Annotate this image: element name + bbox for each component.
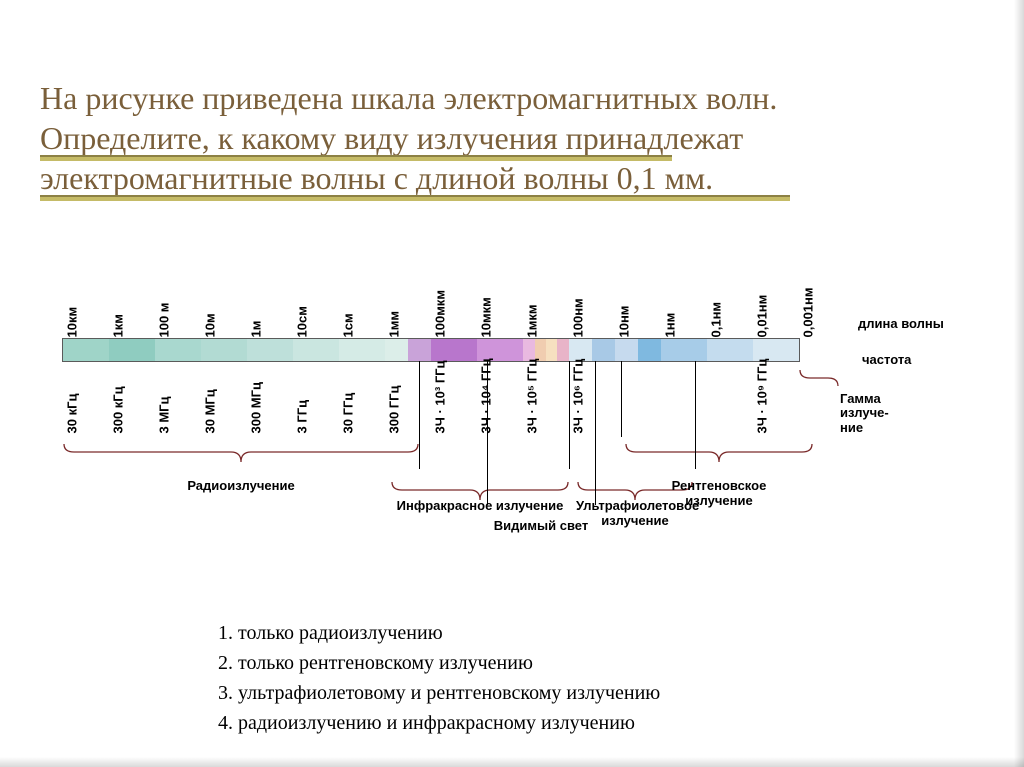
em-spectrum-diagram: 10км 1км 100 м 10м 1м 10см 1см 1мм 100мкм 10мкм 1м… xyxy=(50,256,974,546)
wavelength-tick: 1мм xyxy=(387,311,402,337)
answer-option: ультрафиолетовому и рентгеновскому излуч… xyxy=(238,678,660,708)
spectrum-segment xyxy=(557,339,569,361)
frequency-tick: 3 МГц xyxy=(157,396,172,433)
band-divider xyxy=(621,361,622,437)
spectrum-segment xyxy=(592,339,615,361)
band-divider xyxy=(695,361,696,469)
band-divider xyxy=(595,361,596,505)
spectrum-segment xyxy=(707,339,753,361)
frequency-tick: 3Ч · 10³ ГГц xyxy=(433,360,448,433)
band-label: Инфракрасное излучение xyxy=(390,498,570,513)
frequency-tick: 3Ч · 10⁵ ГГц xyxy=(525,359,540,434)
wavelength-tick: 1мкм xyxy=(525,305,540,338)
frequency-tick: 300 ГГц xyxy=(387,385,402,433)
spectrum-segment xyxy=(546,339,557,361)
spectrum-segment xyxy=(638,339,661,361)
spectrum-segment xyxy=(155,339,201,361)
answer-options: только радиоизлучениютолько рентгеновско… xyxy=(210,618,660,738)
wavelength-tick: 100нм xyxy=(571,298,586,337)
wavelength-tick: 1м xyxy=(249,321,264,338)
frequency-tick: 3 ГГц xyxy=(295,400,310,434)
title-line3: электромагнитные волны с длиной волны 0,… xyxy=(40,158,984,198)
spectrum-segment xyxy=(339,339,385,361)
gamma-brace xyxy=(798,368,842,396)
wavelength-tick: 0,001нм xyxy=(801,287,816,337)
spectrum-segment xyxy=(201,339,247,361)
spectrum-segment xyxy=(63,339,109,361)
wavelength-tick: 10нм xyxy=(617,306,632,338)
wavelength-tick: 10см xyxy=(295,306,310,337)
spectrum-segment xyxy=(109,339,155,361)
wavelength-tick: 1см xyxy=(341,313,356,337)
spectrum-segment xyxy=(385,339,408,361)
underline-1 xyxy=(40,155,672,161)
question-title: На рисунке приведена шкала электромагнит… xyxy=(40,78,984,198)
spectrum-segment xyxy=(615,339,638,361)
frequency-tick: 30 кГц xyxy=(65,394,80,434)
band-brace xyxy=(624,442,814,472)
wavelength-tick: 100 м xyxy=(157,303,172,338)
spectrum-bar xyxy=(62,338,800,362)
frequency-tick: 30 ГГц xyxy=(341,393,356,434)
wavelength-tick: 0,01нм xyxy=(755,295,770,338)
answer-option: радиоизлучению и инфракрасному излучению xyxy=(238,708,660,738)
frequency-label: частота xyxy=(862,352,911,367)
spectrum-segment xyxy=(408,339,431,361)
spectrum-segment xyxy=(569,339,592,361)
band-divider xyxy=(569,361,570,469)
frequency-tick: 3Ч · 10⁶ ГГц xyxy=(571,359,586,434)
band-brace xyxy=(62,442,420,472)
frequency-tick: 3Ч · 10⁹ ГГц xyxy=(755,359,770,434)
frequency-tick: 300 МГц xyxy=(249,382,264,434)
spectrum-segment xyxy=(661,339,707,361)
wavelength-tick: 0,1нм xyxy=(709,302,724,338)
title-line2: Определите, к какому виду излучения прин… xyxy=(40,118,984,158)
wavelength-tick: 10км xyxy=(65,307,80,338)
spectrum-segment xyxy=(247,339,293,361)
spectrum-segment xyxy=(431,339,477,361)
band-divider xyxy=(419,361,420,469)
answer-option: только рентгеновскому излучению xyxy=(238,648,660,678)
band-label: Рентгеновскоеизлучение xyxy=(624,478,814,508)
wavelength-tick: 1км xyxy=(111,314,126,337)
gamma-band-label: Гаммаизлуче-ние xyxy=(840,392,900,435)
wavelength-label: длина волны xyxy=(858,316,944,331)
spectrum-segment xyxy=(293,339,339,361)
frequency-tick: 300 кГц xyxy=(111,386,126,433)
wavelength-tick: 10м xyxy=(203,313,218,337)
answer-option: только радиоизлучению xyxy=(238,618,660,648)
wavelength-tick: 100мкм xyxy=(433,290,448,337)
band-divider xyxy=(487,361,488,505)
title-line1: На рисунке приведена шкала электромагнит… xyxy=(40,78,984,118)
frequency-tick: 3Ч · 10⁴ ГГц xyxy=(479,358,494,433)
frequency-tick: 30 МГц xyxy=(203,389,218,433)
underline-2 xyxy=(40,195,790,201)
wavelength-tick: 1нм xyxy=(663,313,678,338)
band-label: Радиоизлучение xyxy=(62,478,420,493)
wavelength-tick: 10мкм xyxy=(479,297,494,337)
